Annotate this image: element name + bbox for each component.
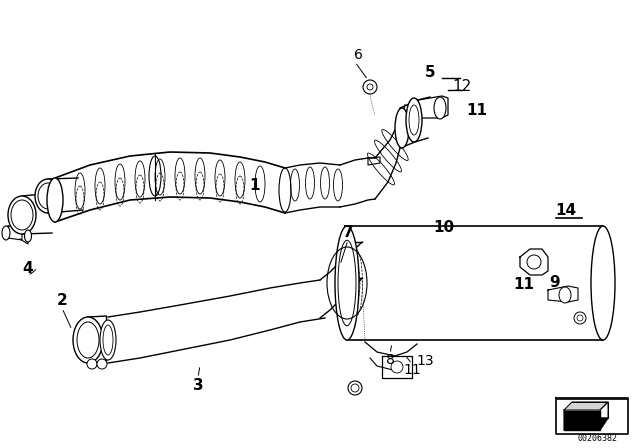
Text: 4: 4	[22, 260, 33, 276]
Ellipse shape	[591, 226, 615, 340]
Text: 3: 3	[193, 378, 204, 392]
Text: 5: 5	[425, 65, 435, 79]
Text: 11: 11	[513, 276, 534, 292]
Circle shape	[97, 359, 107, 369]
Ellipse shape	[73, 317, 103, 363]
Ellipse shape	[77, 322, 99, 358]
Circle shape	[574, 312, 586, 324]
Text: 11: 11	[403, 363, 421, 377]
Ellipse shape	[24, 230, 31, 242]
Ellipse shape	[395, 108, 409, 148]
Ellipse shape	[434, 97, 446, 119]
Circle shape	[391, 361, 403, 373]
Text: 12: 12	[452, 78, 472, 94]
Polygon shape	[564, 410, 600, 430]
Ellipse shape	[47, 178, 63, 222]
Text: 14: 14	[556, 202, 577, 217]
Ellipse shape	[35, 179, 61, 213]
Text: 8: 8	[385, 353, 394, 367]
Text: 00206382: 00206382	[578, 434, 618, 443]
Text: 10: 10	[433, 220, 454, 234]
Ellipse shape	[559, 287, 571, 303]
Text: 11: 11	[467, 103, 488, 117]
Text: 7: 7	[342, 224, 353, 240]
Text: 2: 2	[56, 293, 67, 307]
Text: 1: 1	[250, 177, 260, 193]
Circle shape	[348, 381, 362, 395]
Ellipse shape	[11, 200, 33, 230]
Ellipse shape	[2, 226, 10, 240]
Text: 13: 13	[416, 354, 434, 368]
Ellipse shape	[100, 320, 116, 360]
Ellipse shape	[38, 183, 58, 209]
Circle shape	[363, 80, 377, 94]
Ellipse shape	[406, 98, 422, 142]
Text: 9: 9	[550, 275, 560, 289]
Ellipse shape	[8, 196, 36, 234]
Circle shape	[527, 255, 541, 269]
Text: 6: 6	[353, 48, 362, 62]
Circle shape	[87, 359, 97, 369]
Ellipse shape	[335, 226, 359, 340]
Polygon shape	[564, 418, 608, 430]
Polygon shape	[564, 402, 608, 410]
